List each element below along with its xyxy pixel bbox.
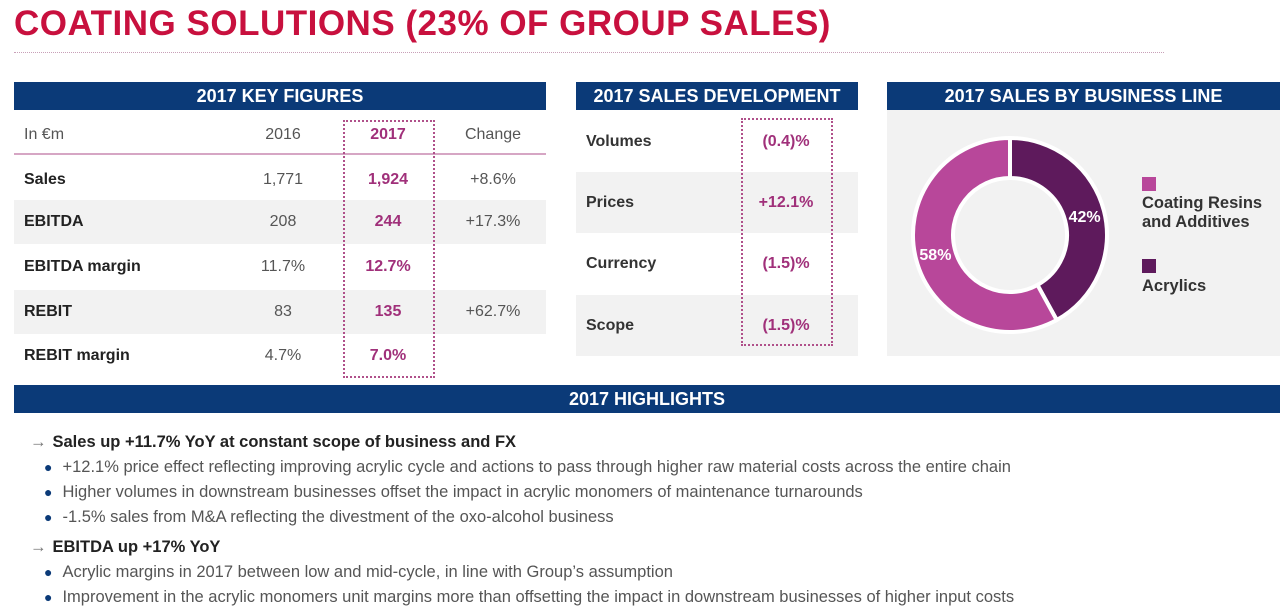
heading-text: EBITDA up +17% YoY bbox=[52, 538, 221, 556]
key-figures-header: 2017 KEY FIGURES bbox=[14, 82, 546, 110]
sales-development-header: 2017 SALES DEVELOPMENT bbox=[576, 82, 858, 110]
table-row: Sales 1,771 1,924 +8.6% bbox=[14, 158, 546, 202]
row-label: Currency bbox=[586, 255, 657, 272]
legend-label-acrylics: Acrylics bbox=[1142, 277, 1207, 295]
donut-chart: 42% 58% bbox=[911, 135, 1109, 334]
value-2016: 208 bbox=[269, 213, 297, 230]
value-2017: 7.0% bbox=[369, 347, 407, 364]
col-unit: In €m bbox=[24, 126, 65, 143]
highlight-bullet: ● Improvement in the acrylic monomers uni… bbox=[44, 588, 1014, 607]
bullet-text: Improvement in the acrylic monomers unit… bbox=[62, 588, 1015, 606]
business-line-panel: 2017 SALES BY BUSINESS LINE 42% 58% Coati… bbox=[887, 82, 1280, 356]
row-label: REBIT margin bbox=[24, 347, 130, 364]
col-2016: 2016 bbox=[265, 126, 301, 143]
value-2016: 83 bbox=[274, 303, 292, 320]
value-2017: 135 bbox=[374, 303, 402, 320]
value-change: +17.3% bbox=[465, 213, 521, 230]
highlight-heading: → EBITDA up +17% YoY bbox=[30, 538, 220, 557]
value-2017: 12.7% bbox=[365, 258, 411, 275]
legend-label-coating-resins: Coating Resins and Additives bbox=[1142, 194, 1263, 231]
legend-swatch-coating-resins bbox=[1142, 177, 1156, 191]
bullet-text: Acrylic margins in 2017 between low and … bbox=[62, 563, 673, 581]
highlight-heading: → Sales up +11.7% YoY at constant scope o… bbox=[30, 433, 516, 452]
heading-text: Sales up +11.7% YoY at constant scope of… bbox=[52, 433, 517, 451]
table-row: EBITDA 208 244 +17.3% bbox=[14, 200, 546, 244]
arrow-icon: → bbox=[30, 538, 47, 556]
value-change: +8.6% bbox=[470, 171, 516, 188]
value-change: +62.7% bbox=[465, 303, 521, 320]
bullet-icon: ● bbox=[44, 459, 53, 475]
donut-data-label: 58% bbox=[919, 247, 951, 264]
row-label: Prices bbox=[586, 194, 635, 211]
row-value: (1.5)% bbox=[762, 317, 810, 334]
bullet-text: -1.5% sales from M&A reflecting the dive… bbox=[62, 508, 614, 526]
list-item: Prices +12.1% bbox=[576, 172, 858, 233]
highlight-bullet: ● Higher volumes in downstream businesses… bbox=[44, 483, 863, 502]
value-2016: 1,771 bbox=[262, 171, 304, 188]
highlight-values-box bbox=[741, 118, 833, 346]
sales-development-panel: 2017 SALES DEVELOPMENT Volumes (0.4)% Pri… bbox=[576, 82, 858, 356]
row-label: EBITDA margin bbox=[24, 258, 141, 275]
bullet-icon: ● bbox=[44, 589, 53, 605]
key-figures-panel: 2017 KEY FIGURES In €m 2016 2017 Change … bbox=[14, 82, 546, 378]
page-title: COATING SOLUTIONS (23% OF GROUP SALES) bbox=[14, 4, 831, 43]
row-value: (0.4)% bbox=[762, 133, 810, 150]
bullet-icon: ● bbox=[44, 564, 53, 580]
bullet-icon: ● bbox=[44, 509, 53, 525]
business-line-header: 2017 SALES BY BUSINESS LINE bbox=[887, 82, 1280, 110]
highlight-bullet: ● -1.5% sales from M&A reflecting the div… bbox=[44, 508, 614, 527]
table-row: EBITDA margin 11.7% 12.7% bbox=[14, 245, 546, 289]
col-2017: 2017 bbox=[370, 126, 406, 143]
donut-slice-coating-resins-and-additives bbox=[911, 135, 1060, 334]
donut-slice-acrylics bbox=[1008, 135, 1109, 323]
title-divider bbox=[14, 52, 1164, 53]
row-value: (1.5)% bbox=[762, 255, 810, 272]
key-figures-header-row: In €m 2016 2017 Change bbox=[14, 115, 546, 155]
bullet-icon: ● bbox=[44, 484, 53, 500]
list-item: Currency (1.5)% bbox=[576, 233, 858, 294]
row-label: REBIT bbox=[24, 303, 72, 320]
row-label: Scope bbox=[586, 317, 635, 334]
table-row: REBIT 83 135 +62.7% bbox=[14, 290, 546, 334]
value-2017: 244 bbox=[374, 213, 402, 230]
donut-data-label: 42% bbox=[1069, 209, 1101, 226]
bullet-text: Higher volumes in downstream businesses … bbox=[62, 483, 863, 501]
col-change: Change bbox=[464, 126, 522, 143]
highlight-bullet: ● Acrylic margins in 2017 between low and… bbox=[44, 563, 673, 582]
table-row: REBIT margin 4.7% 7.0% bbox=[14, 334, 546, 378]
highlights-header: 2017 HIGHLIGHTS bbox=[14, 385, 1280, 413]
list-item: Scope (1.5)% bbox=[576, 295, 858, 356]
value-2016: 4.7% bbox=[264, 347, 302, 364]
highlight-2017-box bbox=[343, 120, 435, 378]
bullet-text: +12.1% price effect reflecting improving… bbox=[62, 458, 1011, 476]
row-label: EBITDA bbox=[24, 213, 84, 230]
value-2017: 1,924 bbox=[367, 171, 409, 188]
list-item: Volumes (0.4)% bbox=[576, 111, 858, 172]
highlight-bullet: ● +12.1% price effect reflecting improvin… bbox=[44, 458, 1011, 477]
legend-swatch-acrylics bbox=[1142, 259, 1156, 273]
value-2016: 11.7% bbox=[260, 258, 306, 275]
row-label: Sales bbox=[24, 171, 66, 188]
arrow-icon: → bbox=[30, 433, 47, 451]
row-value: +12.1% bbox=[758, 194, 814, 211]
row-label: Volumes bbox=[586, 133, 652, 150]
